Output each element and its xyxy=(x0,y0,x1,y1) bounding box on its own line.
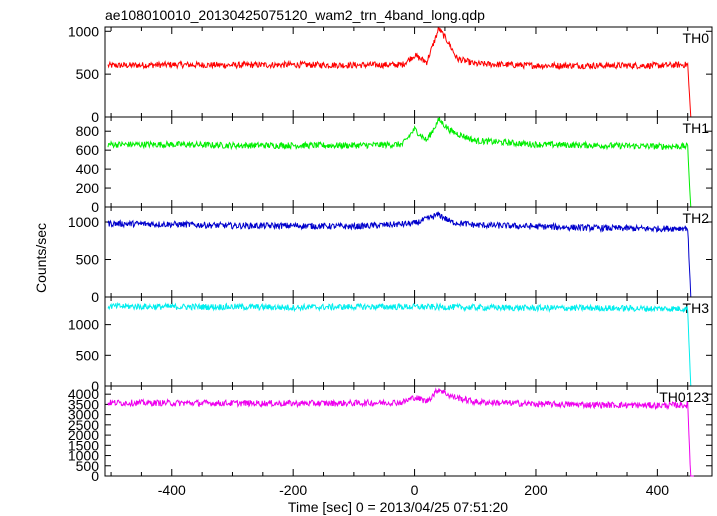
y-tick-label: 500 xyxy=(76,458,100,474)
y-tick-label: 1000 xyxy=(68,214,99,230)
panel-frame xyxy=(104,206,713,298)
panel-label: TH3 xyxy=(683,300,710,316)
y-tick-label: 0 xyxy=(91,199,99,215)
y-tick-label: 500 xyxy=(76,347,100,363)
y-tick-label: 200 xyxy=(76,180,100,196)
y-tick-label: 1500 xyxy=(68,437,99,453)
y-tick-label: 0 xyxy=(91,289,99,305)
series-line-th1 xyxy=(107,117,694,208)
y-tick-label: 4000 xyxy=(68,386,99,402)
panel-th0: 0 500 1000 TH0 xyxy=(68,23,713,125)
y-tick-label: 3000 xyxy=(68,407,99,423)
y-axis-title: Counts/sec xyxy=(33,223,49,293)
series-line-th2 xyxy=(107,211,694,298)
y-tick-label: 800 xyxy=(76,123,100,139)
panel-th1: 0 200 400 600 800 TH1 xyxy=(76,116,713,215)
y-tick-label: 0 xyxy=(91,468,99,484)
series-line-th3 xyxy=(107,301,694,387)
y-tick-label: 1000 xyxy=(68,23,99,39)
panel-label: TH2 xyxy=(683,210,710,226)
series-line-th0123 xyxy=(107,387,694,477)
x-tick-label: 200 xyxy=(524,482,548,498)
panel-frame xyxy=(104,116,713,208)
y-tick-label: 1000 xyxy=(68,317,99,333)
panel-frame xyxy=(104,296,713,387)
y-tick-label: 500 xyxy=(76,252,100,268)
x-tick-label: -400 xyxy=(158,482,186,498)
series-line-th0 xyxy=(107,27,694,118)
panel-frame xyxy=(104,385,713,477)
y-tick-label: 0 xyxy=(91,109,99,125)
y-tick-label: 500 xyxy=(76,66,100,82)
x-tick-label: -200 xyxy=(279,482,307,498)
y-tick-label: 2000 xyxy=(68,427,99,443)
y-tick-label: 1000 xyxy=(68,448,99,464)
panel-th2: 0 500 1000 TH2 xyxy=(68,206,713,305)
panel-label: TH0123 xyxy=(659,389,709,405)
y-tick-label: 2500 xyxy=(68,417,99,433)
panel-th3: 0 500 1000 TH3 xyxy=(68,296,713,394)
panel-label: TH0 xyxy=(683,30,710,46)
y-tick-label: 400 xyxy=(76,161,100,177)
y-tick-label: 3500 xyxy=(68,396,99,412)
x-tick-label: 400 xyxy=(646,482,670,498)
panel-label: TH1 xyxy=(683,120,710,136)
y-tick-label: 600 xyxy=(76,142,100,158)
chart-title: ae108010010_20130425075120_wam2_trn_4ban… xyxy=(105,7,485,23)
x-axis-title: Time [sec] 0 = 2013/04/25 07:51:20 xyxy=(288,499,508,515)
x-tick-label: 0 xyxy=(411,482,419,498)
panel-frame xyxy=(104,26,713,118)
y-tick-label: 0 xyxy=(91,378,99,394)
